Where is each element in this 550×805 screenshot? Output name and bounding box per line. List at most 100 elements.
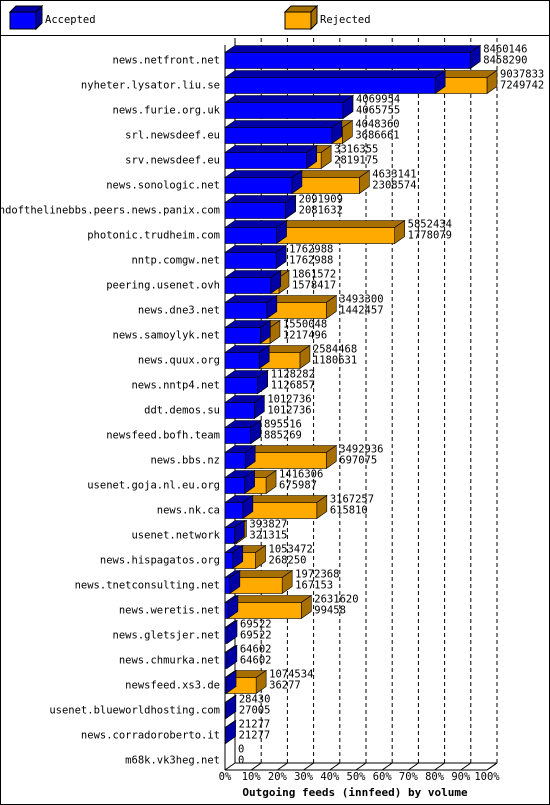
y-tick-label: news.hispagatos.org: [100, 555, 220, 567]
accepted-bar: [224, 377, 258, 394]
rejected-bar-top: [275, 220, 406, 228]
accepted-bar: [224, 352, 260, 369]
value-label: 7249742: [500, 80, 544, 92]
y-tick-label: usenet.goja.nl.eu.org: [87, 480, 220, 492]
value-label: 9037833: [500, 69, 544, 81]
y-tick-label: usenet.network: [131, 530, 220, 542]
value-label: 1074534: [269, 669, 313, 681]
value-label: 321315: [249, 530, 287, 542]
value-label: 2584468: [313, 344, 357, 356]
value-label: 1053472: [269, 544, 313, 556]
y-tick-label: m68k.vk3heg.net: [125, 755, 220, 767]
accepted-bar: [224, 402, 255, 419]
y-tick-label: news.quux.org: [138, 355, 220, 367]
value-label: 1578417: [292, 280, 336, 292]
accepted-bar-top: [224, 170, 303, 178]
value-label: 1126857: [271, 380, 315, 392]
accepted-bar: [224, 477, 245, 494]
accepted-bar: [224, 552, 234, 569]
x-tick-label: 60%: [373, 771, 393, 783]
x-axis-title: Outgoing feeds (innfeed) by volume: [242, 786, 468, 799]
value-label: 4048360: [355, 119, 399, 131]
value-label: 21277: [239, 719, 271, 731]
value-label: 3686661: [355, 130, 399, 142]
rejected-bar-top: [241, 495, 328, 503]
y-tick-label: news.tnetconsulting.net: [75, 580, 220, 592]
value-label: 0: [238, 744, 244, 756]
accepted-bar: [224, 52, 471, 69]
y-tick-label: news.gletsjer.net: [113, 630, 220, 642]
value-label: 69522: [240, 630, 272, 642]
accepted-bar: [224, 202, 286, 219]
y-tick-label: nntp.comgw.net: [131, 255, 220, 267]
value-label: 27005: [239, 705, 271, 717]
value-label: 3492936: [339, 444, 383, 456]
value-label: 675987: [279, 480, 317, 492]
tick-mark: [303, 762, 314, 771]
y-tick-label: news.chmurka.net: [119, 655, 220, 667]
value-label: 4069954: [356, 94, 400, 106]
accepted-bar-top: [224, 45, 482, 53]
value-label: 1778079: [408, 230, 452, 242]
accepted-bar: [224, 102, 344, 119]
accepted-bar: [224, 127, 333, 144]
accepted-bar-top: [224, 70, 447, 78]
value-label: 69522: [240, 619, 272, 631]
accepted-bar: [224, 452, 246, 469]
y-tick-label: photonic.trudheim.com: [87, 230, 220, 242]
accepted-bar: [224, 427, 251, 444]
y-tick-label: nyheter.lysator.liu.se: [81, 80, 220, 92]
accepted-bar: [224, 502, 244, 519]
y-tick-label: news.netfront.net: [113, 55, 220, 67]
x-tick-label: 30%: [294, 771, 314, 783]
accepted-bar: [224, 577, 231, 594]
y-tick-label: news.nk.ca: [157, 505, 220, 517]
y-tick-label: news.samoylyk.net: [113, 330, 220, 342]
value-label: 2081632: [299, 205, 343, 217]
value-label: 21277: [239, 730, 271, 742]
x-tick-label: 80%: [425, 771, 445, 783]
value-label: 615810: [330, 505, 368, 517]
value-label: 1972368: [295, 569, 339, 581]
value-label: 99458: [314, 605, 346, 617]
tick-mark: [381, 762, 393, 771]
x-tick-label: 20%: [268, 771, 288, 783]
accepted-bar: [224, 252, 277, 269]
y-tick-label: newsfeed.xs3.de: [125, 680, 220, 692]
accepted-bar-top: [224, 220, 288, 228]
tick-mark: [355, 762, 367, 771]
accepted-bar: [224, 327, 261, 344]
value-label: 4065755: [356, 105, 400, 117]
value-label: 2308574: [372, 180, 416, 192]
value-label: 393827: [249, 519, 287, 531]
value-label: 8460146: [483, 44, 527, 56]
accepted-bar: [224, 677, 227, 694]
y-tick-label: srl.newsdeef.eu: [125, 130, 220, 142]
accepted-bar: [224, 527, 235, 544]
value-label: 3316355: [334, 144, 378, 156]
legend-swatch: [284, 11, 312, 30]
rejected-bar-top: [244, 445, 338, 453]
rejected-bar: [227, 602, 302, 619]
accepted-bar: [224, 152, 308, 169]
value-label: 2091909: [299, 194, 343, 206]
value-label: 1442457: [339, 305, 383, 317]
tick-mark: [250, 762, 262, 771]
y-tick-label: peering.usenet.ovh: [106, 280, 220, 292]
accepted-bar: [224, 702, 227, 719]
rejected-bar: [242, 502, 318, 519]
tick-mark: [486, 762, 498, 771]
accepted-bar: [224, 277, 272, 294]
x-tick-label: 100%: [474, 771, 500, 783]
value-label: 3493300: [339, 294, 383, 306]
y-tick-label: newsfeed.bofh.team: [106, 430, 220, 442]
tick-mark: [224, 762, 236, 771]
accepted-bar: [224, 177, 293, 194]
rejected-bar-top: [226, 595, 313, 603]
y-tick-label: news.furie.org.uk: [113, 105, 221, 117]
accepted-bar: [224, 77, 436, 94]
value-label: 0: [238, 755, 244, 767]
accepted-bar-top: [224, 120, 343, 128]
value-label: 885269: [264, 430, 302, 442]
accepted-bar-top: [224, 195, 297, 203]
